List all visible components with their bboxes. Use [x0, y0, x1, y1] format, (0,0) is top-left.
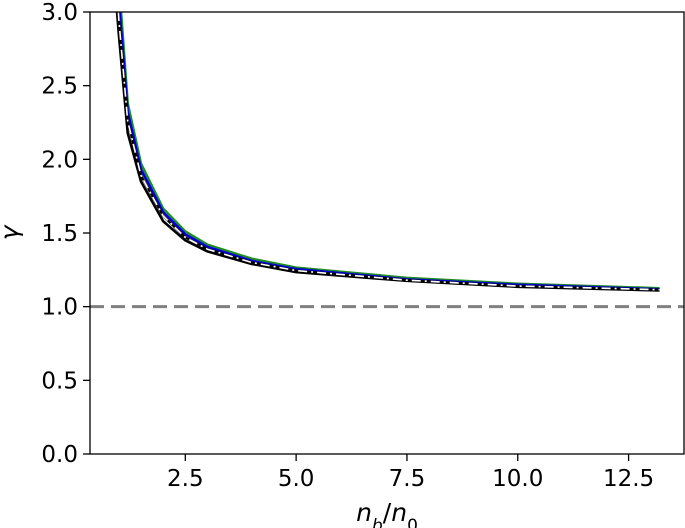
y-tick-label: 1.5 — [41, 221, 78, 247]
y-tick-label: 3.0 — [41, 0, 78, 26]
series-line-dashdot — [117, 12, 660, 291]
y-tick-label: 2.0 — [41, 147, 78, 173]
series-line — [119, 12, 660, 290]
x-tick-label: 12.5 — [603, 466, 654, 492]
y-axis: 0.0 0.5 1.0 1.5 2.0 2.5 3.0 — [41, 0, 90, 468]
y-tick-label: 0.0 — [41, 442, 78, 468]
plot-area — [89, 11, 685, 455]
plot-frame — [89, 11, 685, 455]
x-tick-label: 10.0 — [492, 466, 543, 492]
y-tick-label: 2.5 — [41, 74, 78, 100]
x-tick-label: 5.0 — [278, 466, 315, 492]
x-tick-label: 2.5 — [167, 466, 204, 492]
y-tick-label: 1.0 — [41, 295, 78, 321]
y-tick-label: 0.5 — [41, 368, 78, 394]
x-tick-label: 7.5 — [389, 466, 426, 492]
y-axis-label: γ — [0, 224, 24, 240]
series-line — [115, 12, 660, 292]
x-axis: 2.5 5.0 7.5 10.0 12.5 — [167, 454, 654, 492]
x-axis-label: nb/n0 — [356, 498, 418, 528]
